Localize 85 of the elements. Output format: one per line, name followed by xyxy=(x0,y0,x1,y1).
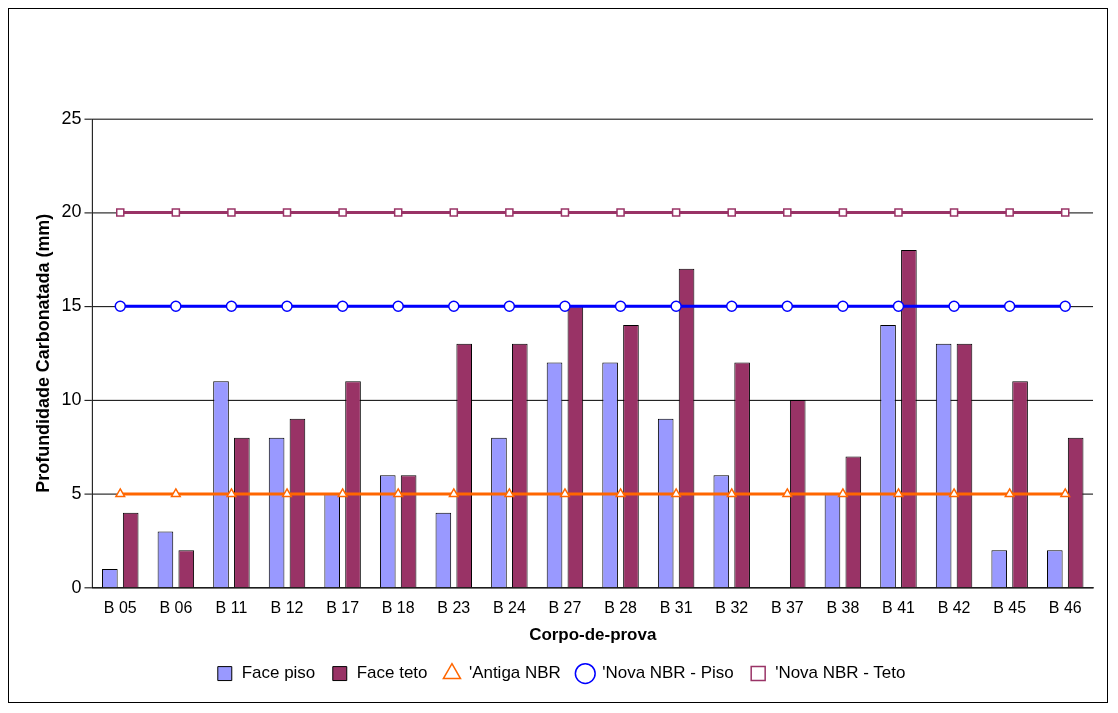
x-tick-label: B 32 xyxy=(715,598,749,616)
point xyxy=(338,208,347,217)
point xyxy=(115,208,125,217)
point xyxy=(614,300,627,313)
x-tick-label: B 05 xyxy=(103,598,137,616)
point xyxy=(837,488,848,498)
point xyxy=(616,208,625,217)
x-tick-label: B 45 xyxy=(993,598,1027,616)
point xyxy=(727,208,736,217)
point xyxy=(170,300,182,313)
point xyxy=(671,208,681,217)
x-tick-label: B 27 xyxy=(548,598,582,616)
y-axis-title: Profundidade Carbonatada (mm) xyxy=(32,213,53,493)
point xyxy=(336,300,349,313)
x-tick-label: B 37 xyxy=(770,598,804,616)
point xyxy=(114,300,126,313)
point xyxy=(782,488,793,498)
point xyxy=(448,488,459,498)
y-tick-label: 20 xyxy=(61,201,82,222)
legend-label: 'Nova NBR - Teto xyxy=(775,663,906,683)
point xyxy=(1004,488,1015,498)
x-tick-label: B 41 xyxy=(882,598,916,616)
point xyxy=(615,488,626,498)
point xyxy=(560,208,570,217)
point xyxy=(725,300,738,313)
point xyxy=(892,300,905,313)
point xyxy=(559,300,571,313)
legend-label: 'Nova NBR - Piso xyxy=(602,663,734,683)
point xyxy=(393,208,403,217)
x-tick-label: B 23 xyxy=(437,598,471,616)
point xyxy=(281,300,293,313)
y-tick-label: 25 xyxy=(61,107,82,128)
point xyxy=(115,488,126,498)
point xyxy=(838,208,848,217)
x-tick-label: B 28 xyxy=(604,598,638,616)
point xyxy=(1060,488,1071,498)
legend-label: Face teto xyxy=(356,663,428,683)
point xyxy=(1060,208,1070,217)
x-tick-label: B 46 xyxy=(1048,598,1082,616)
point xyxy=(281,488,293,498)
point xyxy=(505,208,514,217)
point xyxy=(393,488,404,498)
point xyxy=(949,208,959,217)
legend-label: 'Antiga NBR xyxy=(468,663,561,683)
point xyxy=(783,208,792,217)
x-axis-title: Corpo-de-prova xyxy=(529,624,657,644)
point xyxy=(948,300,960,313)
point xyxy=(837,300,849,313)
y-tick-label: 10 xyxy=(61,389,82,410)
x-tick-label: B 38 xyxy=(826,598,860,616)
point xyxy=(449,208,459,217)
x-tick-label: B 42 xyxy=(937,598,971,616)
y-tick-label: 5 xyxy=(71,482,82,503)
point xyxy=(171,208,181,217)
point xyxy=(170,488,181,498)
point xyxy=(670,300,682,313)
point xyxy=(503,300,516,313)
point xyxy=(726,488,737,498)
x-tick-label: B 31 xyxy=(659,598,693,616)
legend-label: Face piso xyxy=(241,663,316,683)
point xyxy=(1003,300,1016,313)
point xyxy=(559,488,571,498)
point xyxy=(948,488,960,498)
y-tick-label: 15 xyxy=(61,295,82,316)
point xyxy=(504,488,515,498)
point xyxy=(671,488,682,498)
y-tick-label: 0 xyxy=(71,576,82,597)
point xyxy=(448,300,460,313)
x-tick-label: B 17 xyxy=(326,598,360,616)
point xyxy=(392,300,404,313)
point xyxy=(781,300,794,313)
point xyxy=(227,208,236,217)
point xyxy=(226,488,237,498)
point xyxy=(337,488,348,498)
x-tick-label: B 06 xyxy=(159,598,193,616)
point xyxy=(893,488,904,498)
x-tick-label: B 18 xyxy=(381,598,415,616)
point xyxy=(1005,208,1014,217)
point xyxy=(894,208,903,217)
point xyxy=(1059,300,1071,313)
x-tick-label: B 24 xyxy=(492,598,526,616)
x-tick-label: B 12 xyxy=(270,598,304,616)
point xyxy=(225,300,238,313)
point xyxy=(282,208,292,217)
x-tick-label: B 11 xyxy=(215,598,248,616)
